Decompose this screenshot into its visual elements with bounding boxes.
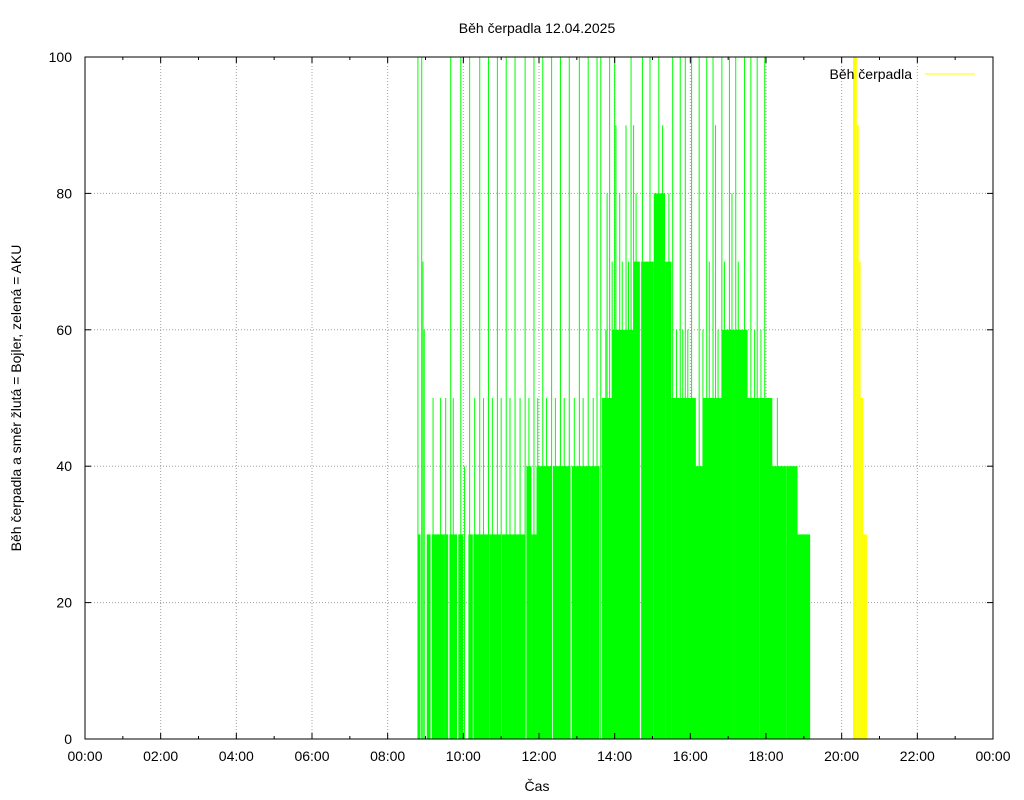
series-bar: [772, 466, 787, 739]
series-bar: [759, 398, 773, 739]
data-series: [417, 57, 867, 739]
x-tick-label: 20:00: [824, 748, 859, 764]
y-tick-label: 80: [56, 185, 72, 201]
x-tick-label: 00:00: [67, 748, 102, 764]
x-tick-label: 18:00: [748, 748, 783, 764]
series-bar: [444, 534, 449, 739]
legend-label: Běh čerpadla: [829, 66, 912, 82]
series-bar: [860, 398, 864, 739]
series-bar: [426, 534, 431, 739]
series-bar: [552, 466, 571, 739]
y-axis-label: Běh čerpadla a směr žlutá = Bojler, zele…: [8, 245, 24, 552]
series-bar: [501, 534, 521, 739]
series-bar: [665, 261, 672, 739]
x-tick-label: 08:00: [370, 748, 405, 764]
series-bar: [702, 398, 710, 739]
series-bar: [671, 398, 685, 739]
series-bar: [473, 534, 489, 739]
series-bar: [797, 534, 811, 739]
series-bar: [641, 261, 654, 739]
x-tick-label: 06:00: [294, 748, 329, 764]
y-tick-label: 60: [56, 322, 72, 338]
x-tick-label: 00:00: [975, 748, 1010, 764]
series-bar: [468, 534, 473, 739]
series-bar: [438, 534, 445, 739]
x-axis-label: Čas: [525, 778, 550, 794]
series-bar: [571, 466, 590, 739]
axis-ticks: 0 20 40 60 80 100 00:00 02:00 04:00 06:00 08:00 10:…: [49, 49, 1011, 764]
series-bar: [536, 466, 552, 739]
series-bar: [863, 534, 867, 739]
series-bar: [786, 466, 798, 739]
legend: Běh čerpadla: [829, 66, 975, 82]
series-bar: [612, 329, 624, 739]
series-bar: [633, 261, 640, 739]
x-tick-label: 16:00: [673, 748, 708, 764]
x-tick-label: 02:00: [143, 748, 178, 764]
series-bar: [721, 329, 735, 739]
series-bar: [417, 534, 421, 739]
x-tick-label: 12:00: [521, 748, 556, 764]
series-bar: [858, 261, 861, 739]
x-tick-label: 04:00: [219, 748, 254, 764]
y-tick-label: 100: [49, 49, 73, 65]
series-bar: [747, 398, 760, 739]
x-tick-label: 10:00: [446, 748, 481, 764]
series-bar: [856, 125, 859, 739]
series-bar: [589, 466, 600, 739]
series-bar: [489, 534, 502, 739]
series-bar: [653, 193, 666, 739]
y-tick-label: 0: [64, 731, 72, 747]
series-bar: [520, 534, 526, 739]
y-tick-label: 40: [56, 458, 72, 474]
series-bar: [853, 57, 857, 739]
series-bar: [684, 398, 696, 739]
x-tick-label: 14:00: [597, 748, 632, 764]
y-tick-label: 20: [56, 595, 72, 611]
chart-title: Běh čerpadla 12.04.2025: [459, 20, 616, 36]
x-tick-label: 22:00: [900, 748, 935, 764]
series-bar: [431, 534, 439, 739]
